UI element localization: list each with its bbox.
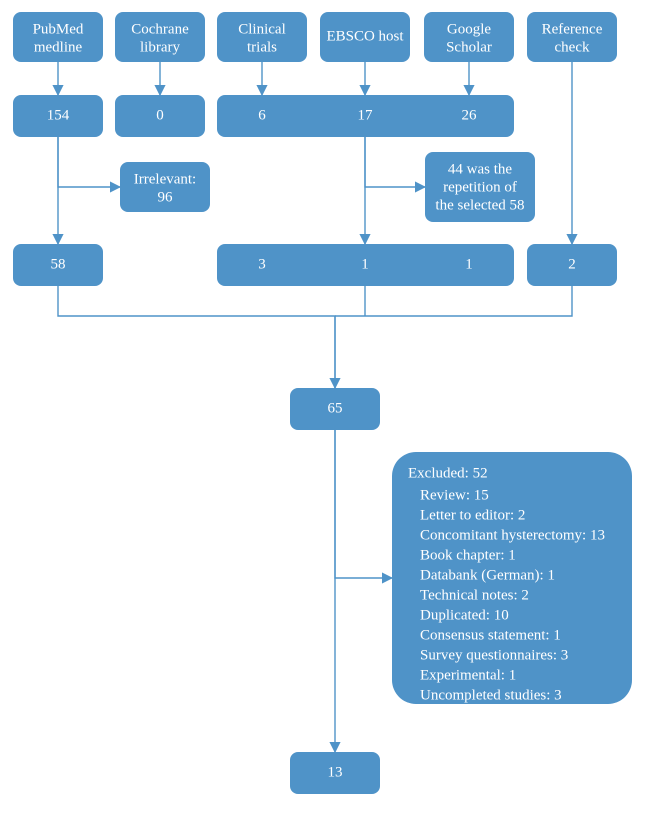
svg-text:26: 26 [462, 107, 478, 123]
svg-text:2: 2 [568, 256, 576, 272]
svg-text:trials: trials [247, 39, 277, 55]
svg-text:Experimental: 1: Experimental: 1 [420, 667, 516, 683]
svg-text:Databank (German): 1: Databank (German): 1 [420, 567, 555, 583]
svg-text:1: 1 [465, 256, 473, 272]
svg-text:Duplicated: 10: Duplicated: 10 [420, 607, 509, 623]
svg-text:96: 96 [158, 189, 174, 205]
svg-text:58: 58 [51, 256, 66, 272]
svg-text:6: 6 [258, 107, 266, 123]
svg-text:65: 65 [328, 400, 343, 416]
svg-text:Book chapter: 1: Book chapter: 1 [420, 547, 516, 563]
svg-text:Survey questionnaires: 3: Survey questionnaires: 3 [420, 647, 568, 663]
svg-text:the selected 58: the selected 58 [435, 197, 524, 213]
svg-text:repetition of: repetition of [443, 179, 517, 195]
svg-text:Google: Google [447, 21, 492, 37]
svg-text:Review: 15: Review: 15 [420, 487, 489, 503]
svg-text:1: 1 [361, 256, 369, 272]
svg-text:medline: medline [34, 39, 83, 55]
svg-text:Cochrane: Cochrane [131, 21, 189, 37]
svg-text:0: 0 [156, 107, 164, 123]
svg-text:Reference: Reference [542, 21, 603, 37]
svg-text:154: 154 [47, 107, 70, 123]
svg-text:Consensus statement: 1: Consensus statement: 1 [420, 627, 561, 643]
svg-text:check: check [555, 39, 590, 55]
svg-text:17: 17 [358, 107, 374, 123]
svg-text:Excluded: 52: Excluded: 52 [408, 465, 488, 481]
svg-text:EBSCO host: EBSCO host [326, 28, 404, 44]
svg-text:44 was the: 44 was the [448, 161, 512, 177]
svg-text:Concomitant hysterectomy: 13: Concomitant hysterectomy: 13 [420, 527, 605, 543]
svg-text:13: 13 [328, 764, 343, 780]
svg-text:Uncompleted studies: 3: Uncompleted studies: 3 [420, 687, 562, 703]
svg-text:Letter to editor: 2: Letter to editor: 2 [420, 507, 525, 523]
svg-text:Scholar: Scholar [446, 39, 492, 55]
svg-text:PubMed: PubMed [33, 21, 84, 37]
svg-text:Irrelevant:: Irrelevant: [134, 171, 196, 187]
svg-text:3: 3 [258, 256, 266, 272]
svg-text:Clinical: Clinical [238, 21, 286, 37]
svg-text:library: library [140, 39, 180, 55]
svg-text:Technical notes: 2: Technical notes: 2 [420, 587, 529, 603]
